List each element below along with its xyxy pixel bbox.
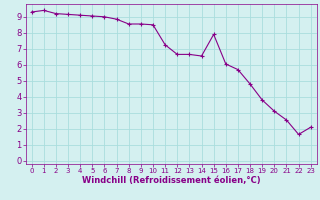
X-axis label: Windchill (Refroidissement éolien,°C): Windchill (Refroidissement éolien,°C)	[82, 176, 260, 185]
